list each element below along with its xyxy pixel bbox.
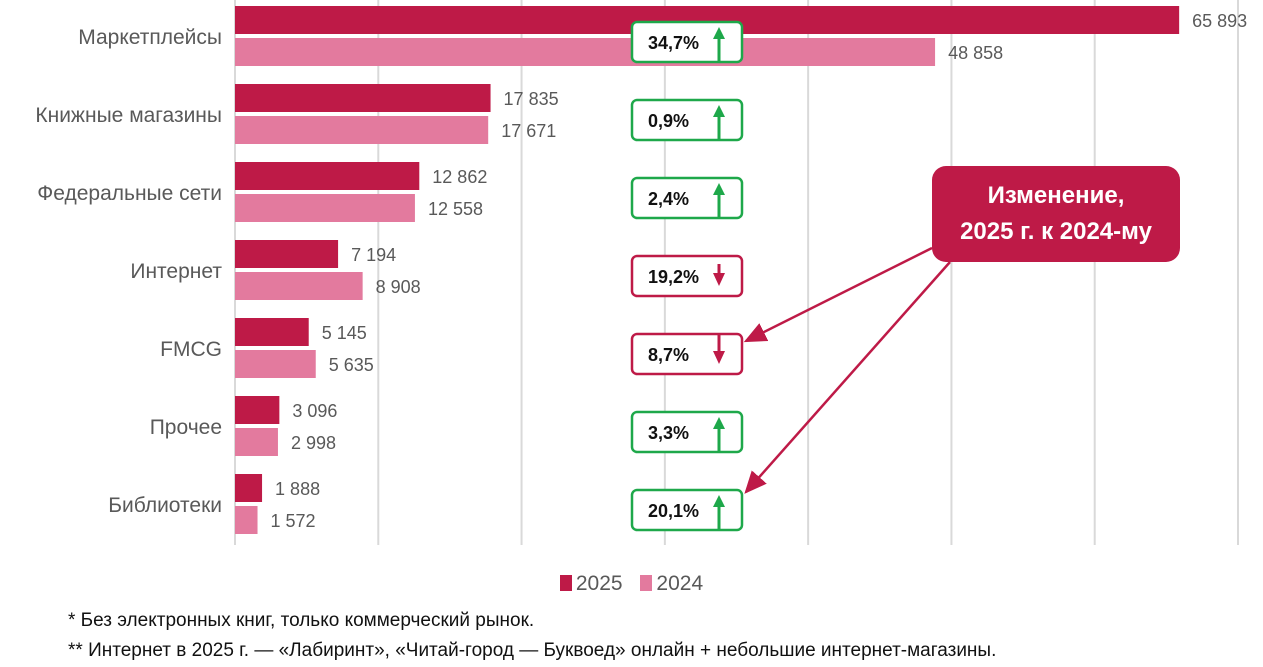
bar-2024 [235, 350, 316, 378]
category-label: Маркетплейсы [78, 26, 222, 49]
data-label-2025: 17 835 [504, 89, 559, 109]
data-label-2024: 2 998 [291, 433, 336, 453]
data-label-2024: 8 908 [376, 277, 421, 297]
change-box [630, 20, 744, 64]
arrow-up-icon [713, 105, 725, 117]
bar-2025 [235, 84, 491, 112]
change-box [630, 176, 744, 220]
footnote-1: * Без электронных книг, только коммерчес… [68, 610, 535, 631]
change-callout: Изменение, 2025 г. к 2024-му [932, 166, 1180, 262]
bar-2024 [235, 428, 278, 456]
legend: 2025 2024 [0, 572, 1263, 596]
arrow-down-icon [713, 351, 725, 364]
category-label: Прочее [150, 416, 222, 439]
change-value: 3,3% [648, 423, 689, 443]
change-value: 0,9% [648, 111, 689, 131]
bar-2025 [235, 318, 309, 346]
bar-chart: Маркетплейсы 65 893 48 858 34,7% Книжные маг… [35, 0, 1247, 545]
category-label: Федеральные сети [37, 182, 222, 205]
callout-pointer-arrow [744, 261, 951, 494]
data-label-2024: 5 635 [329, 355, 374, 375]
legend-item-2024: 2024 [640, 572, 703, 595]
callout-line1: Изменение, [987, 182, 1125, 209]
category-label: Библиотеки [108, 494, 222, 517]
arrow-down-icon [713, 273, 725, 286]
data-label-2025: 1 888 [275, 479, 320, 499]
legend-label-2025: 2025 [575, 572, 623, 595]
change-value: 2,4% [648, 189, 689, 209]
data-label-2024: 48 858 [948, 43, 1003, 63]
bar-2025 [235, 240, 339, 268]
footnote-2: ** Интернет в 2025 г. — «Лабиринт», «Чит… [68, 640, 997, 661]
bar-2024 [235, 116, 489, 144]
legend-label-2024: 2024 [656, 572, 704, 595]
bar-2024 [235, 272, 363, 300]
arrow-up-icon [713, 183, 725, 195]
legend-swatch-2024 [640, 575, 653, 591]
category-label: FMCG [160, 338, 222, 361]
arrow-up-icon [713, 27, 725, 39]
change-box [630, 488, 744, 532]
change-value: 20,1% [648, 501, 699, 521]
change-box [630, 410, 744, 454]
change-box [630, 332, 744, 376]
data-label-2025: 5 145 [322, 323, 367, 343]
legend-swatch-2025 [559, 575, 572, 591]
change-value: 34,7% [648, 33, 699, 53]
data-label-2025: 7 194 [351, 245, 396, 265]
bar-2025 [235, 474, 263, 502]
callout-pointer-arrow [743, 246, 933, 343]
data-label-2025: 3 096 [292, 401, 337, 421]
bar-2024 [235, 38, 936, 66]
bar-2025 [235, 396, 280, 424]
arrow-up-icon [713, 495, 725, 507]
data-label-2024: 1 572 [271, 511, 316, 531]
arrow-up-icon [713, 417, 725, 429]
data-label-2025: 12 862 [432, 167, 487, 187]
bar-2024 [235, 506, 258, 534]
change-value: 8,7% [648, 345, 689, 365]
category-label: Книжные магазины [35, 104, 222, 127]
bar-2024 [235, 194, 415, 222]
change-box [630, 254, 744, 298]
bar-2025 [235, 162, 420, 190]
category-label: Интернет [130, 260, 222, 283]
footnotes: * Без электронных книг, только коммерчес… [68, 606, 996, 666]
change-box [630, 98, 744, 142]
legend-item-2025: 2025 [559, 572, 623, 595]
data-label-2025: 65 893 [1192, 11, 1247, 31]
data-label-2024: 17 671 [501, 121, 556, 141]
data-label-2024: 12 558 [428, 199, 483, 219]
change-value: 19,2% [648, 267, 699, 287]
callout-line2: 2025 г. к 2024-му [960, 218, 1152, 245]
